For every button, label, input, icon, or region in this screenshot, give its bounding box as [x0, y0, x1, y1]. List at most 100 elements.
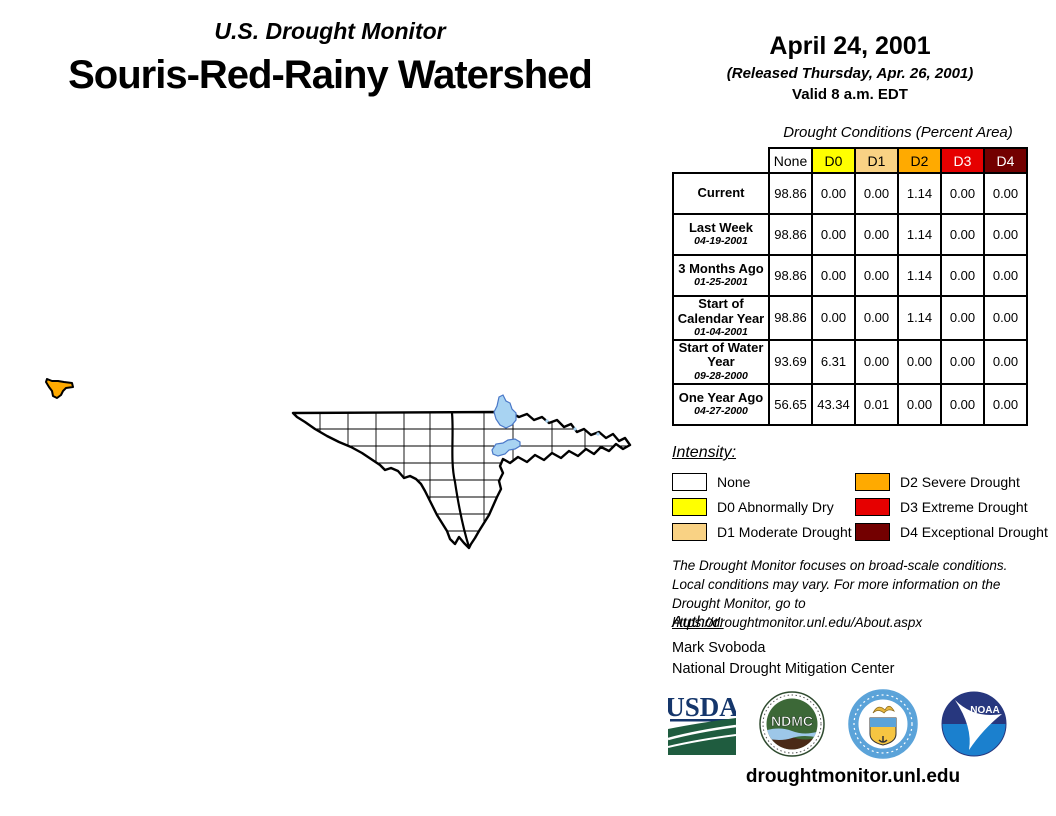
cell-value: 0.00 — [983, 295, 1028, 341]
cell-value: 0.00 — [940, 254, 985, 297]
border-lake-dot — [573, 427, 577, 431]
col-header-d4: D4 — [983, 147, 1028, 174]
d3-swatch — [855, 497, 890, 516]
noaa-seabird — [955, 700, 1002, 750]
cell-value: 1.14 — [897, 172, 942, 215]
legend-label: D1 Moderate Drought — [717, 523, 852, 540]
legend-label: D2 Severe Drought — [900, 473, 1020, 490]
author-organization: National Drought Mitigation Center — [672, 661, 895, 677]
row-date: 09-28-2000 — [694, 369, 748, 382]
cell-value: 0.00 — [983, 338, 1028, 385]
cell-value: 1.14 — [897, 254, 942, 297]
row-label: Last Week 04-19-2001 — [672, 213, 770, 256]
table-corner-cell — [673, 148, 769, 173]
usda-underline — [670, 719, 734, 722]
row-label-text: Current — [697, 185, 745, 201]
released-date: (Released Thursday, Apr. 26, 2001) — [726, 65, 974, 82]
row-label: One Year Ago 04-27-2000 — [672, 382, 770, 426]
row-label: Start of Calendar Year 01-04-2001 — [672, 295, 770, 341]
cell-value: 98.86 — [768, 213, 813, 256]
commerce-anchor — [878, 736, 888, 743]
row-label-text: One Year Ago — [678, 389, 764, 405]
author-name: Mark Svoboda — [672, 640, 766, 656]
d1-swatch — [672, 522, 707, 541]
disclaimer-text: The Drought Monitor focuses on broad-sca… — [672, 556, 1056, 632]
watershed-map-svg — [45, 378, 632, 550]
commerce-eagle — [872, 705, 895, 714]
ndmc-river-band — [766, 728, 818, 740]
row-label: Current — [672, 172, 770, 215]
row-label: 3 Months Ago 01-25-2001 — [672, 254, 770, 297]
cell-value: 0.00 — [983, 382, 1028, 426]
cell-value: 0.00 — [983, 254, 1028, 297]
table-row: 3 Months Ago 01-25-2001 98.86 0.00 0.00 1… — [672, 254, 1028, 297]
cell-value: 0.00 — [854, 172, 899, 215]
watershed-map — [30, 372, 645, 562]
legend-label: D4 Exceptional Drought — [900, 523, 1048, 540]
legend-item-d0: D0 Abnormally Dry — [672, 494, 855, 519]
table-title: Drought Conditions (Percent Area) — [783, 124, 1013, 141]
legend-label: None — [717, 473, 751, 490]
ndmc-ring-text — [762, 694, 822, 754]
state-border-line — [450, 412, 471, 548]
cell-value: 0.00 — [854, 254, 899, 297]
usda-logo-text: USDA — [668, 693, 736, 722]
none-swatch — [672, 472, 707, 491]
map-date: April 24, 2001 — [769, 32, 931, 60]
red-lakes — [491, 438, 521, 457]
author-heading: Author: — [672, 614, 724, 631]
cell-value: 43.34 — [811, 382, 856, 426]
row-label: Start of Water Year 09-28-2000 — [672, 338, 770, 385]
date-block: April 24, 2001 (Released Thursday, Apr. … — [650, 32, 1050, 103]
cell-value: 0.00 — [811, 213, 856, 256]
legend-grid: None D0 Abnormally Dry D1 Moderate Droug… — [672, 469, 1052, 544]
col-header-d2: D2 — [897, 147, 942, 174]
row-label-text: Start of Calendar Year — [677, 296, 765, 326]
cell-value: 1.14 — [897, 213, 942, 256]
border-lake-dot — [596, 432, 600, 436]
usda-field-stripe — [668, 734, 736, 748]
cell-value: 0.00 — [940, 295, 985, 341]
lake-of-the-woods — [493, 394, 517, 429]
disclaimer-line: The Drought Monitor focuses on broad-sca… — [672, 558, 1008, 573]
table-row: Start of Calendar Year 01-04-2001 98.86 0… — [672, 295, 1028, 341]
agency-logos: USDA NDMC — [668, 689, 1007, 759]
title-block: U.S. Drought Monitor Souris-Red-Rainy Wa… — [0, 18, 660, 98]
ndmc-logo-text: NDMC — [771, 713, 813, 729]
cell-value: 0.00 — [940, 382, 985, 426]
disclaimer-line: Local conditions may vary. For more info… — [672, 577, 1001, 592]
row-label-text: Last Week — [688, 219, 754, 235]
row-date: 01-25-2001 — [694, 276, 748, 289]
region-title: Souris-Red-Rainy Watershed — [68, 53, 593, 97]
table-row: Current 98.86 0.00 0.00 1.14 0.00 0.00 — [672, 172, 1028, 215]
legend-label: D3 Extreme Drought — [900, 498, 1028, 515]
valid-time: Valid 8 a.m. EDT — [792, 86, 908, 103]
legend-label: D0 Abnormally Dry — [717, 498, 834, 515]
col-header-d3: D3 — [940, 147, 985, 174]
cell-value: 0.00 — [811, 295, 856, 341]
table-row: One Year Ago 04-27-2000 56.65 43.34 0.01 … — [672, 382, 1028, 426]
row-date: 04-27-2000 — [694, 405, 748, 418]
intensity-legend: Intensity: None D0 Abnormally Dry D1 Mod… — [672, 444, 1052, 544]
cell-value: 0.00 — [897, 338, 942, 385]
noaa-logo-text: NOAA — [970, 705, 999, 716]
legend-item-d4: D4 Exceptional Drought — [855, 519, 1052, 544]
cell-value: 98.86 — [768, 254, 813, 297]
watershed-outline — [291, 410, 632, 550]
disclaimer-line: Drought Monitor, go to https://droughtmo… — [672, 596, 923, 630]
cell-value: 0.00 — [854, 213, 899, 256]
cell-value: 56.65 — [768, 382, 813, 426]
author-block: Author: Mark Svoboda National Drought Mi… — [672, 614, 894, 682]
noaa-logo: NOAA — [941, 691, 1007, 757]
table-header-row: None D0 D1 D2 D3 D4 — [673, 147, 1028, 174]
cell-value: 0.00 — [940, 213, 985, 256]
border-lake-dot — [545, 419, 549, 423]
cell-value: 0.00 — [940, 172, 985, 215]
cell-value: 0.00 — [811, 172, 856, 215]
cell-value: 0.00 — [983, 213, 1028, 256]
d2-drought-patch — [45, 378, 74, 399]
program-title: U.S. Drought Monitor — [214, 18, 446, 44]
legend-item-d3: D3 Extreme Drought — [855, 494, 1052, 519]
cell-value: 0.00 — [854, 338, 899, 385]
